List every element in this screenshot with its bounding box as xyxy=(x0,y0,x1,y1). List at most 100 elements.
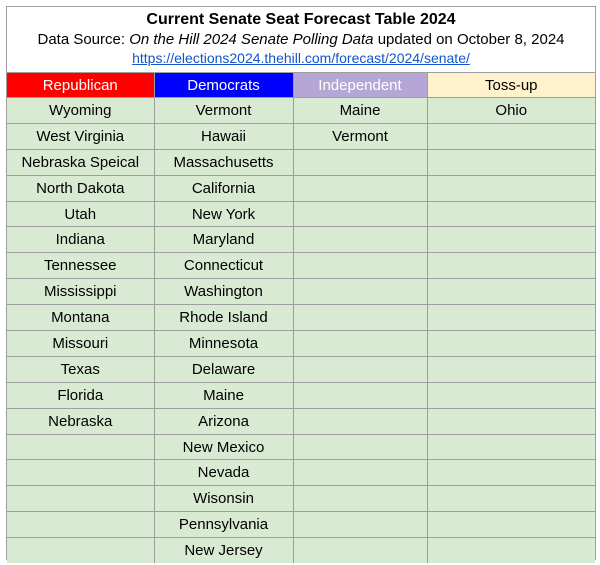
democrats-cell[interactable]: Connecticut xyxy=(153,252,294,280)
table-row: New Jersey xyxy=(7,537,595,564)
table-row: West Virginia Hawaii Vermont xyxy=(7,122,595,150)
forecast-sheet: Current Senate Seat Forecast Table 2024 … xyxy=(6,6,596,564)
tossup-cell[interactable] xyxy=(426,511,595,539)
independent-cell[interactable] xyxy=(292,355,428,383)
republican-cell[interactable]: Florida xyxy=(7,381,155,409)
independent-cell[interactable] xyxy=(292,278,428,306)
democrats-cell[interactable]: Vermont xyxy=(153,97,294,124)
independent-cell[interactable] xyxy=(292,200,428,228)
independent-cell[interactable] xyxy=(292,174,428,202)
column-header-republican: Republican xyxy=(7,73,155,98)
republican-cell[interactable]: Utah xyxy=(7,200,155,228)
source-prefix: Data Source: xyxy=(37,31,130,48)
table-row: Pennsylvania xyxy=(7,511,595,539)
independent-cell[interactable] xyxy=(292,304,428,332)
table-row: North Dakota California xyxy=(7,174,595,202)
democrats-cell[interactable]: Pennsylvania xyxy=(153,511,294,539)
source-name: On the Hill 2024 Senate Polling Data xyxy=(129,31,374,48)
tossup-cell[interactable] xyxy=(426,148,595,176)
republican-cell[interactable] xyxy=(7,537,155,564)
forecast-grid-body: Wyoming Vermont Maine Ohio West Virginia Hawa… xyxy=(7,97,595,564)
republican-cell[interactable]: Indiana xyxy=(7,226,155,254)
independent-cell[interactable]: Vermont xyxy=(292,122,428,150)
republican-cell[interactable]: Nebraska Speical xyxy=(7,148,155,176)
republican-cell[interactable]: Nebraska xyxy=(7,407,155,435)
independent-cell[interactable] xyxy=(292,407,428,435)
tossup-cell[interactable] xyxy=(426,433,595,461)
tossup-cell[interactable]: Ohio xyxy=(426,97,595,124)
tossup-cell[interactable] xyxy=(426,122,595,150)
independent-cell[interactable] xyxy=(292,537,428,564)
independent-cell[interactable] xyxy=(292,252,428,280)
table-row: Nevada xyxy=(7,459,595,487)
table-row: Montana Rhode Island xyxy=(7,304,595,332)
source-suffix: updated on October 8, 2024 xyxy=(373,31,565,48)
republican-cell[interactable]: Mississippi xyxy=(7,278,155,306)
democrats-cell[interactable]: New Mexico xyxy=(153,433,294,461)
independent-cell[interactable] xyxy=(292,433,428,461)
republican-cell[interactable]: North Dakota xyxy=(7,174,155,202)
forecast-grid: Republican Democrats Independent Toss-up… xyxy=(7,73,595,564)
republican-cell[interactable] xyxy=(7,459,155,487)
independent-cell[interactable] xyxy=(292,511,428,539)
table-row: Wisonsin xyxy=(7,485,595,513)
independent-cell[interactable] xyxy=(292,148,428,176)
column-header-row: Republican Democrats Independent Toss-up xyxy=(7,73,595,98)
table-row: Nebraska Speical Massachusetts xyxy=(7,148,595,176)
independent-cell[interactable] xyxy=(292,485,428,513)
tossup-cell[interactable] xyxy=(426,174,595,202)
republican-cell[interactable]: Texas xyxy=(7,355,155,383)
independent-cell[interactable] xyxy=(292,459,428,487)
democrats-cell[interactable]: Maine xyxy=(153,381,294,409)
democrats-cell[interactable]: Wisonsin xyxy=(153,485,294,513)
table-title: Current Senate Seat Forecast Table 2024 xyxy=(146,11,456,28)
source-link[interactable]: https://elections2024.thehill.com/foreca… xyxy=(132,50,470,66)
democrats-cell[interactable]: California xyxy=(153,174,294,202)
independent-cell[interactable] xyxy=(292,330,428,357)
tossup-cell[interactable] xyxy=(426,304,595,332)
democrats-cell[interactable]: Maryland xyxy=(153,226,294,254)
table-row: Florida Maine xyxy=(7,381,595,409)
republican-cell[interactable]: Wyoming xyxy=(7,97,155,124)
tossup-cell[interactable] xyxy=(426,278,595,306)
data-source-line: Data Source: On the Hill 2024 Senate Pol… xyxy=(7,30,595,50)
democrats-cell[interactable]: New Jersey xyxy=(153,537,294,564)
table-row: Utah New York xyxy=(7,200,595,228)
tossup-cell[interactable] xyxy=(426,200,595,228)
republican-cell[interactable]: Tennessee xyxy=(7,252,155,280)
independent-cell[interactable] xyxy=(292,226,428,254)
republican-cell[interactable] xyxy=(7,511,155,539)
democrats-cell[interactable]: Hawaii xyxy=(153,122,294,150)
independent-cell[interactable]: Maine xyxy=(292,97,428,124)
table-row: Texas Delaware xyxy=(7,355,595,383)
democrats-cell[interactable]: Delaware xyxy=(153,355,294,383)
democrats-cell[interactable]: New York xyxy=(153,200,294,228)
tossup-cell[interactable] xyxy=(426,485,595,513)
tossup-cell[interactable] xyxy=(426,226,595,254)
republican-cell[interactable]: Montana xyxy=(7,304,155,332)
table-row: Mississippi Washington xyxy=(7,278,595,306)
table-header: Current Senate Seat Forecast Table 2024 … xyxy=(7,7,595,73)
tossup-cell[interactable] xyxy=(426,407,595,435)
democrats-cell[interactable]: Washington xyxy=(153,278,294,306)
tossup-cell[interactable] xyxy=(426,330,595,357)
democrats-cell[interactable]: Massachusetts xyxy=(153,148,294,176)
democrats-cell[interactable]: Rhode Island xyxy=(153,304,294,332)
column-header-democrats: Democrats xyxy=(153,73,294,98)
republican-cell[interactable]: West Virginia xyxy=(7,122,155,150)
table-row: Indiana Maryland xyxy=(7,226,595,254)
independent-cell[interactable] xyxy=(292,381,428,409)
tossup-cell[interactable] xyxy=(426,459,595,487)
tossup-cell[interactable] xyxy=(426,252,595,280)
democrats-cell[interactable]: Minnesota xyxy=(153,330,294,357)
republican-cell[interactable] xyxy=(7,485,155,513)
tossup-cell[interactable] xyxy=(426,537,595,564)
table-row: New Mexico xyxy=(7,433,595,461)
democrats-cell[interactable]: Arizona xyxy=(153,407,294,435)
republican-cell[interactable]: Missouri xyxy=(7,330,155,357)
democrats-cell[interactable]: Nevada xyxy=(153,459,294,487)
tossup-cell[interactable] xyxy=(426,355,595,383)
tossup-cell[interactable] xyxy=(426,381,595,409)
republican-cell[interactable] xyxy=(7,433,155,461)
table-row: Wyoming Vermont Maine Ohio xyxy=(7,97,595,124)
